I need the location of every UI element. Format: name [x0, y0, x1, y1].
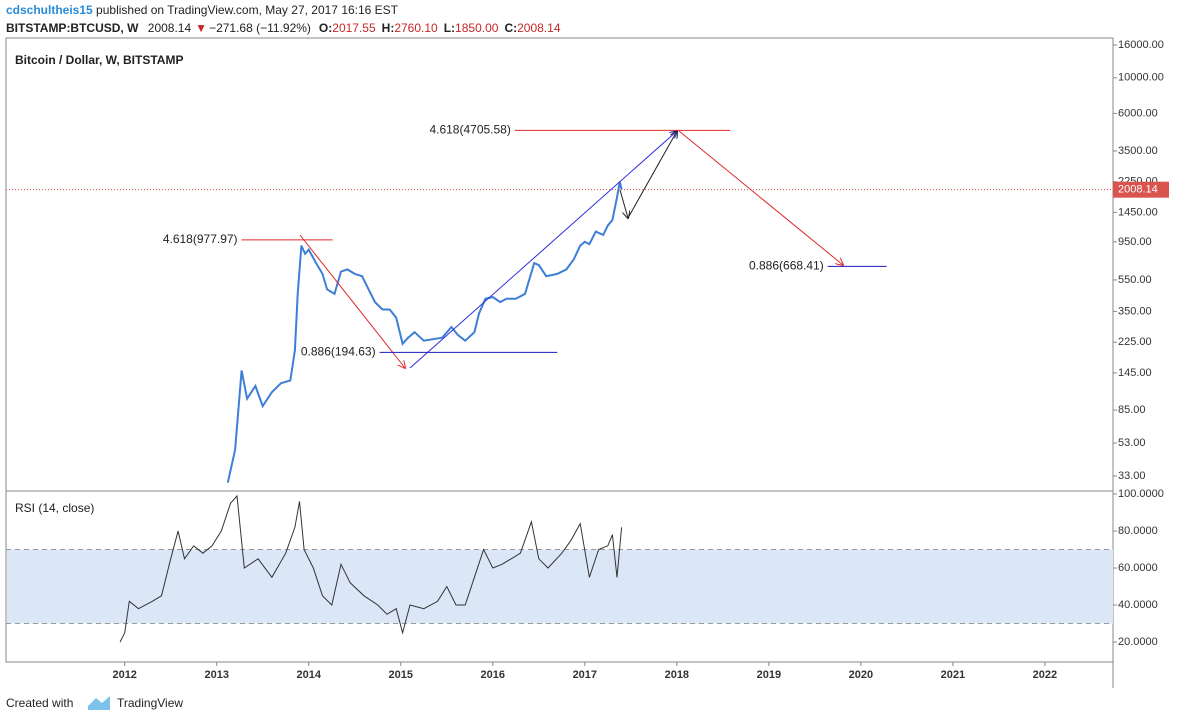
fib-label: 0.886(194.63) — [301, 345, 376, 359]
y-tick-label: 85.00 — [1118, 404, 1146, 416]
x-tick-label: 2012 — [112, 669, 136, 681]
price: 2008.14 — [148, 21, 192, 35]
last-price-box — [1113, 181, 1169, 198]
y-tick-label: 10000.00 — [1118, 72, 1164, 84]
x-tick-label: 2018 — [665, 669, 689, 681]
last-price-label: 2008.14 — [1118, 184, 1158, 196]
y-tick-label: 80.0000 — [1118, 525, 1158, 537]
chart-title: Bitcoin / Dollar, W, BITSTAMP — [15, 53, 183, 67]
x-tick-label: 2022 — [1033, 669, 1057, 681]
y-tick-label: 16000.00 — [1118, 39, 1164, 51]
x-tick-label: 2017 — [573, 669, 597, 681]
x-tick-label: 2014 — [297, 669, 322, 681]
y-tick-label: 60.0000 — [1118, 562, 1158, 574]
y-tick-label: 6000.00 — [1118, 107, 1158, 119]
symbol-line: BITSTAMP:BTCUSD, W 2008.14 ▼ −271.68 (−11.… — [6, 21, 561, 35]
y-tick-label: 3500.00 — [1118, 145, 1158, 157]
y-tick-label: 53.00 — [1118, 437, 1146, 449]
published: published on TradingView.com, May 27, 20… — [96, 3, 399, 17]
down-icon: ▼ — [195, 21, 207, 35]
footer-brand: TradingView — [117, 696, 183, 710]
y-tick-label: 550.00 — [1118, 274, 1152, 286]
x-tick-label: 2020 — [849, 669, 873, 681]
trend-arrow — [627, 131, 677, 219]
high: 2760.10 — [394, 21, 438, 35]
trend-arrow — [678, 130, 843, 265]
y-tick-label: 350.00 — [1118, 305, 1152, 317]
x-tick-label: 2021 — [941, 669, 965, 681]
tv-logo — [88, 696, 110, 710]
drawings — [299, 130, 843, 369]
y-tick-label: 100.0000 — [1118, 488, 1164, 500]
x-tick-label: 2013 — [204, 669, 228, 681]
rsi-title: RSI (14, close) — [15, 501, 94, 515]
y-tick-label: 20.0000 — [1118, 636, 1158, 648]
rsi-band — [7, 549, 1113, 624]
y-tick-label: 33.00 — [1118, 470, 1146, 482]
x-tick-label: 2019 — [757, 669, 781, 681]
logo-shape — [88, 696, 110, 710]
c-label: C: — [504, 21, 517, 35]
author: cdschultheis15 — [6, 3, 93, 17]
l-label: L: — [444, 21, 455, 35]
x-tick-label: 2015 — [389, 669, 413, 681]
h-label: H: — [382, 21, 395, 35]
rsi-line — [119, 494, 623, 643]
change: −271.68 (−11.92%) — [209, 21, 311, 35]
price-line — [226, 181, 623, 483]
y-tick-label: 145.00 — [1118, 367, 1152, 379]
y-tick-label: 225.00 — [1118, 336, 1152, 348]
close: 2008.14 — [517, 21, 561, 35]
fib-label: 4.618(977.97) — [163, 232, 238, 246]
symbol: BITSTAMP:BTCUSD, W — [6, 21, 139, 35]
trend-arrow — [619, 189, 628, 218]
header-line: cdschultheis15 published on TradingView.… — [6, 3, 399, 17]
footer-created: Created with — [6, 696, 73, 710]
o-label: O: — [319, 21, 332, 35]
y-tick-label: 40.0000 — [1118, 599, 1158, 611]
open: 2017.55 — [332, 21, 376, 35]
fib-label: 4.618(4705.58) — [429, 123, 510, 137]
fib-label: 0.886(668.41) — [749, 259, 824, 273]
trend-arrow — [299, 234, 405, 368]
y-tick-label: 950.00 — [1118, 236, 1152, 248]
low: 1850.00 — [455, 21, 499, 35]
y-tick-label: 1450.00 — [1118, 206, 1158, 218]
x-tick-label: 2016 — [481, 669, 505, 681]
trend-arrow — [409, 131, 677, 369]
